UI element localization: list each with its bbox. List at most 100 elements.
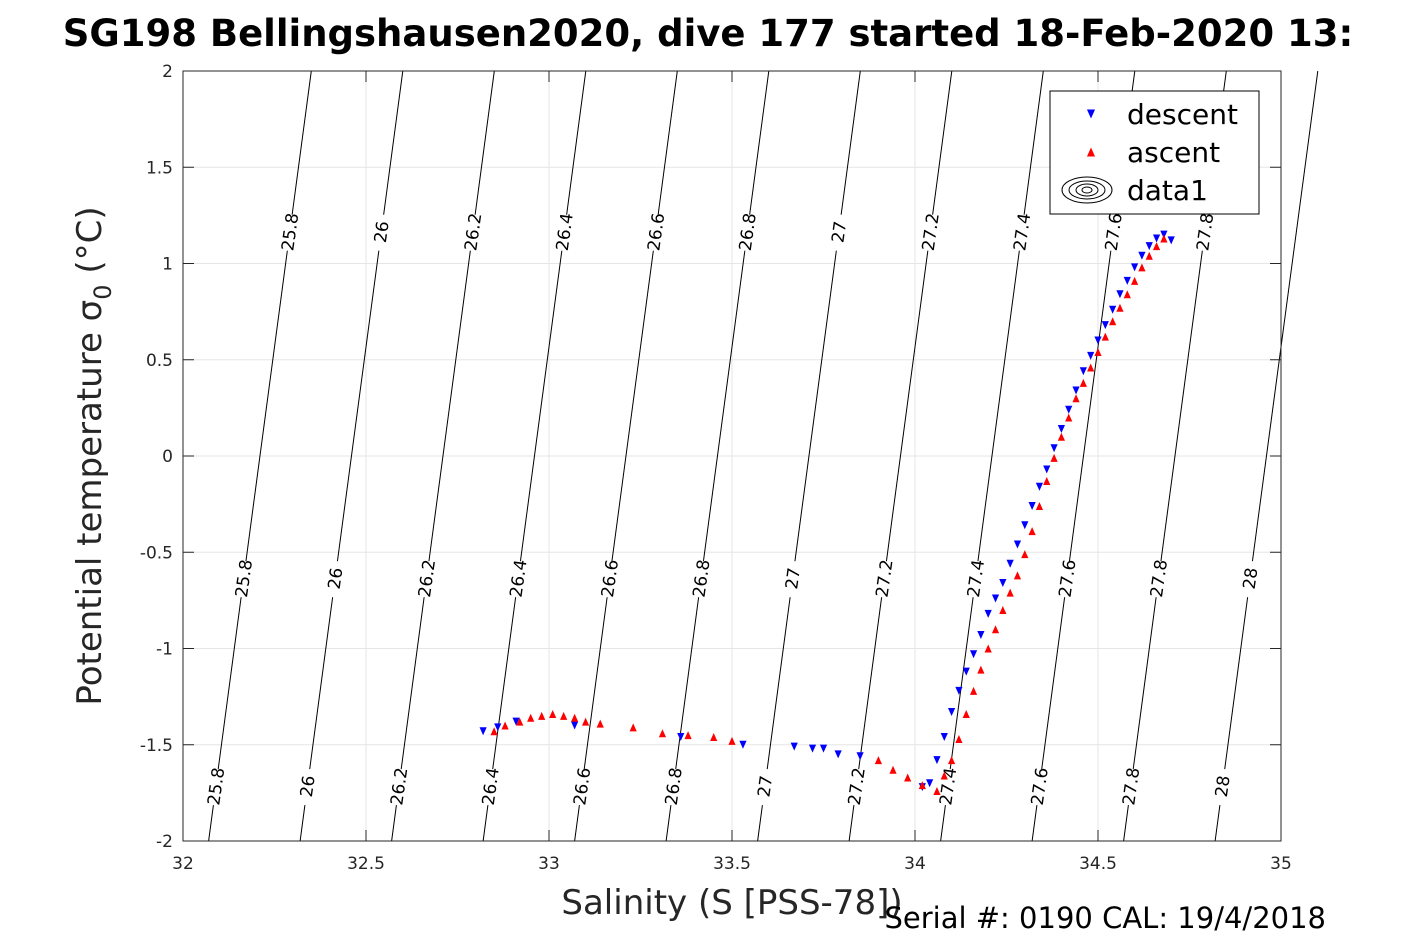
contour-label-background [828, 214, 849, 251]
ascent-point [582, 717, 590, 726]
y-tick-label: -1 [156, 640, 173, 660]
descent-point [984, 609, 992, 618]
x-tick-label: 35 [1270, 854, 1292, 874]
ascent-point [999, 606, 1007, 614]
descent-point [1006, 559, 1014, 568]
contour-label-background [663, 769, 684, 806]
contour-label-background [874, 561, 895, 598]
descent-point [969, 650, 978, 659]
ascent-point [1116, 303, 1124, 312]
descent-point [977, 631, 985, 640]
contour-line [757, 70, 861, 842]
ascent-point [549, 709, 557, 718]
contour-label: 27 [782, 566, 805, 590]
descent-point [933, 756, 941, 765]
y-tick-label: -0.5 [140, 543, 173, 563]
axis-ticks: 32 32.5 33 33.5 34 34.5 35 2 1.5 1 0.5 0 -0.5 -1 -1.5 -… [140, 62, 1292, 874]
contour-27-2: 27.227.227.2 [845, 70, 953, 842]
series-descent [479, 230, 1175, 792]
descent-point [999, 579, 1007, 588]
legend-contour-swatch [1075, 183, 1099, 197]
ascent-point [1006, 588, 1014, 597]
descent-point [1101, 321, 1109, 330]
contour-label-background [233, 561, 254, 598]
contour-label-background [1240, 561, 1261, 598]
legend-marker-ascent [1086, 147, 1096, 157]
ascent-point [1101, 332, 1109, 341]
descent-point [1123, 276, 1131, 285]
contour-label: 28 [1240, 566, 1263, 590]
descent-point [1145, 242, 1153, 251]
chart-title: SG198 Bellingshausen2020, dive 177 start… [63, 12, 1354, 55]
ascent-point [1021, 550, 1029, 559]
contour-label-background [297, 769, 318, 806]
descent-point [1131, 263, 1139, 272]
descent-point [834, 750, 842, 759]
ascent-point [1035, 502, 1044, 511]
ascent-point [889, 765, 897, 774]
ascent-point [1013, 571, 1022, 580]
y-axis-label-unit: (°C) [70, 206, 110, 284]
contour-label-background [416, 561, 437, 598]
ascent-point [933, 786, 941, 795]
contour-line [665, 70, 770, 842]
descent-point [808, 744, 817, 753]
ascent-point [904, 773, 912, 782]
series-ascent [490, 234, 1168, 795]
x-tick-label: 33.5 [713, 854, 751, 874]
legend-contour-swatch [1061, 176, 1113, 204]
contour-label-background [846, 769, 867, 806]
contour-label: 26 [371, 220, 394, 244]
y-tick-label: 1 [162, 255, 173, 275]
y-tick-label: 0.5 [146, 351, 173, 371]
legend-box [1049, 90, 1260, 215]
descent-point [512, 717, 520, 726]
descent-point [1072, 386, 1080, 395]
x-tick-label: 34 [904, 854, 926, 874]
contour-label-background [737, 214, 758, 251]
descent-point [1116, 290, 1124, 299]
ascent-point [1028, 527, 1036, 536]
contour-label-background [571, 769, 592, 806]
ascent-point [1050, 453, 1058, 462]
contour-line [482, 70, 587, 842]
ascent-point [874, 756, 882, 765]
contour-28: 28 28 [1212, 70, 1319, 842]
ascent-point [1145, 251, 1153, 260]
ascent-point [1160, 234, 1168, 243]
contour-label-background [1120, 769, 1141, 806]
descent-point [1021, 521, 1029, 530]
legend: descent ascent data1 [1049, 90, 1260, 215]
contour-label: 28 [1212, 774, 1235, 798]
contour-label-background [554, 214, 575, 251]
contour-label: 27 [828, 220, 851, 244]
legend-label-ascent: ascent [1127, 136, 1220, 169]
y-tick-label: -2 [156, 832, 173, 852]
ascent-point [1138, 263, 1146, 272]
ascent-point [1094, 348, 1102, 357]
y-axis-label: Potential temperature σ0 (°C) [70, 206, 117, 705]
contour-label-background [1057, 561, 1078, 598]
ascent-point [710, 733, 718, 742]
descent-point [819, 744, 828, 753]
contour-label-background [325, 561, 346, 598]
contour-label-background [782, 561, 803, 598]
y-tick-label: 1.5 [146, 158, 173, 178]
descent-point [1050, 444, 1058, 453]
descent-point [1013, 540, 1022, 549]
contour-27-4: 27.427.427.4 [936, 70, 1044, 842]
ascent-point [940, 771, 948, 780]
data-points [479, 230, 1175, 795]
ascent-point [560, 711, 568, 720]
ascent-point [1152, 242, 1161, 251]
contour-line [574, 70, 678, 842]
legend-entry-descent: descent [1086, 98, 1238, 131]
ascent-point [1123, 290, 1131, 299]
ascent-point [728, 736, 736, 745]
contour-26: 26 26 26 [297, 70, 404, 842]
y-axis-label-subscript: 0 [89, 284, 117, 299]
contour-label-background [691, 561, 712, 598]
contour-label-background [754, 769, 775, 806]
contour-label-background [920, 214, 941, 251]
contour-label-background [371, 214, 392, 251]
